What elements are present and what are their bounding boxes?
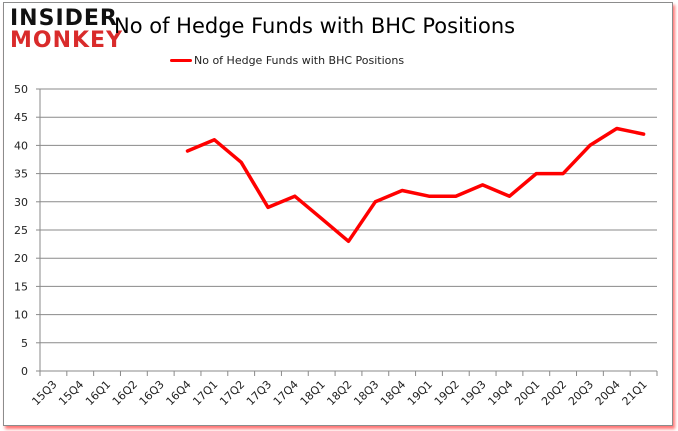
x-tick-label: 19Q4 [485,378,515,408]
y-tick-label: 50 [14,83,28,96]
x-tick-label: 18Q1 [298,378,328,408]
y-tick-label: 40 [14,139,28,152]
chart-title: No of Hedge Funds with BHC Positions [114,14,516,38]
insider-monkey-logo: INSIDER MONKEY [10,8,123,52]
x-tick-label: 18Q4 [378,378,408,408]
x-tick-label: 20Q4 [593,378,623,408]
x-tick-label: 18Q3 [351,378,381,408]
x-tick-label: 15Q4 [56,378,86,408]
y-tick-label: 45 [14,111,28,124]
y-tick-label: 20 [14,252,28,265]
x-tick-label: 17Q4 [271,378,301,408]
x-tick-label: 16Q4 [164,378,194,408]
x-tick-label: 15Q3 [29,378,59,408]
y-tick-label: 15 [14,280,28,293]
x-tick-label: 17Q1 [190,378,220,408]
logo-line-1: INSIDER [10,6,118,31]
x-tick-label: 17Q2 [217,378,247,408]
y-tick-label: 35 [14,168,28,181]
y-tick-label: 25 [14,224,28,237]
x-tick-label: 19Q2 [432,378,462,408]
x-tick-label: 16Q3 [137,378,167,408]
x-tick-label: 16Q1 [83,378,113,408]
x-tick-label: 20Q2 [539,378,569,408]
logo-line-2: MONKEY [10,28,124,53]
y-tick-label: 30 [14,196,28,209]
legend-swatch [170,59,192,62]
x-tick-label: 20Q3 [566,378,596,408]
y-tick-label: 10 [14,309,28,322]
x-tick-label: 16Q2 [110,378,140,408]
x-tick-label: 20Q1 [512,378,542,408]
x-tick-label: 21Q1 [620,378,650,408]
x-tick-label: 19Q3 [459,378,489,408]
y-tick-label: 5 [21,337,28,350]
chart-frame [3,2,673,426]
legend-label: No of Hedge Funds with BHC Positions [194,54,405,67]
x-tick-label: 18Q2 [324,378,354,408]
x-tick-label: 19Q1 [405,378,435,408]
chart-legend: No of Hedge Funds with BHC Positions [170,54,404,67]
series-line [185,126,646,244]
x-tick-label: 17Q3 [244,378,274,408]
y-tick-label: 0 [21,365,28,378]
